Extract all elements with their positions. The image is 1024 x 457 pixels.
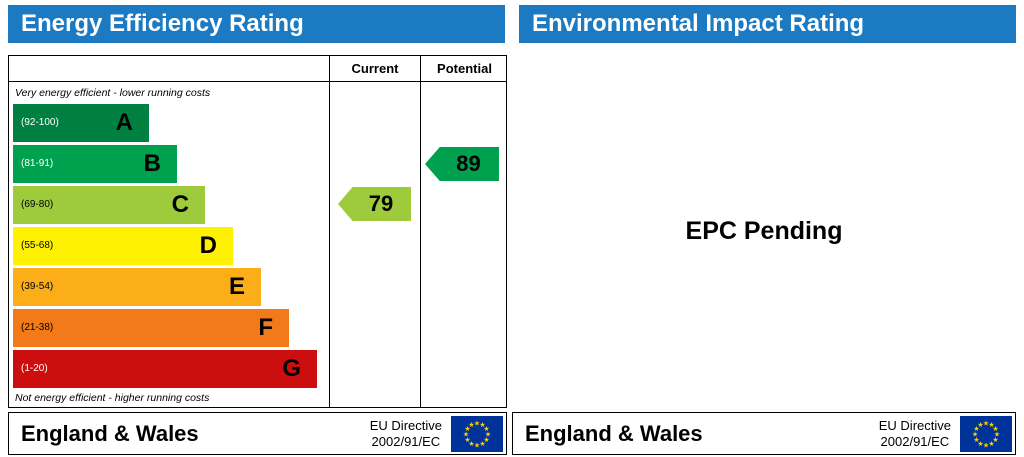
band-a: (92-100) A	[13, 104, 149, 142]
svg-text:★: ★	[977, 440, 983, 448]
svg-text:★: ★	[474, 420, 480, 428]
potential-column-divider	[420, 56, 421, 407]
current-rating-value: 79	[368, 191, 394, 216]
energy-footer: England & Wales EU Directive 2002/91/EC …	[8, 412, 507, 455]
band-b-letter: B	[143, 150, 161, 177]
svg-text:★: ★	[483, 425, 489, 433]
environmental-impact-body: EPC Pending	[512, 55, 1016, 408]
svg-text:★: ★	[992, 436, 998, 444]
svg-text:★: ★	[972, 431, 978, 439]
band-d-letter: D	[199, 232, 217, 259]
band-e-letter: E	[228, 273, 245, 300]
svg-text:★: ★	[485, 431, 491, 439]
environmental-impact-title: Environmental Impact Rating	[532, 10, 865, 37]
svg-text:★: ★	[479, 440, 485, 448]
band-c-letter: C	[171, 191, 189, 218]
energy-efficiency-header: Energy Efficiency Rating	[8, 5, 505, 43]
band-f-letter: F	[258, 314, 273, 341]
potential-rating-value: 89	[456, 151, 481, 176]
band-b: (81-91) B	[13, 145, 177, 183]
svg-text:★: ★	[468, 421, 474, 429]
band-g-letter: G	[282, 355, 301, 382]
region-label: England & Wales	[525, 420, 703, 446]
eu-directive-label: EU Directive 2002/91/EC	[878, 417, 951, 449]
band-a-letter: A	[115, 109, 133, 136]
environmental-footer: England & Wales EU Directive 2002/91/EC …	[512, 412, 1016, 455]
svg-text:★: ★	[988, 440, 994, 448]
eu-flag-icon: ★ ★★ ★★★ ★★★ ★★★	[960, 416, 1012, 452]
band-e-range: (39-54)	[21, 281, 54, 292]
band-c: (69-80) C	[13, 186, 205, 224]
svg-text:★: ★	[973, 425, 979, 433]
band-c-range: (69-80)	[21, 199, 54, 210]
eu-flag-icon: ★ ★★ ★★★ ★★★ ★★★	[451, 416, 503, 452]
svg-text:★: ★	[479, 421, 485, 429]
svg-text:★: ★	[994, 431, 1000, 439]
band-g: (1-20) G	[13, 350, 317, 388]
band-d: (55-68) D	[13, 227, 233, 265]
rating-bands: (92-100) A (81-91) B (69-80) C (55-68) D…	[13, 104, 327, 391]
svg-text:★: ★	[988, 421, 994, 429]
band-f: (21-38) F	[13, 309, 289, 347]
svg-text:★: ★	[983, 420, 989, 428]
band-a-range: (92-100)	[21, 117, 59, 128]
energy-efficiency-title: Energy Efficiency Rating	[21, 10, 304, 37]
energy-efficiency-chart: Current Potential Very energy efficient …	[8, 55, 507, 408]
band-d-range: (55-68)	[21, 240, 54, 251]
current-column-header: Current	[351, 61, 399, 76]
potential-rating-arrow: 89	[425, 147, 499, 181]
svg-text:★: ★	[464, 436, 470, 444]
potential-column-header: Potential	[437, 61, 492, 76]
svg-text:★: ★	[983, 442, 989, 450]
svg-text:★: ★	[468, 440, 474, 448]
svg-text:★: ★	[463, 431, 469, 439]
band-f-range: (21-38)	[21, 322, 54, 333]
eu-directive-label: EU Directive 2002/91/EC	[369, 417, 442, 449]
not-efficient-note: Not energy efficient - higher running co…	[15, 392, 210, 404]
svg-text:★: ★	[992, 425, 998, 433]
band-e: (39-54) E	[13, 268, 261, 306]
svg-text:★: ★	[474, 442, 480, 450]
current-column-divider	[329, 56, 330, 407]
efficient-note: Very energy efficient - lower running co…	[15, 87, 211, 99]
svg-text:★: ★	[977, 421, 983, 429]
svg-text:★: ★	[483, 436, 489, 444]
epc-pending-text: EPC Pending	[685, 217, 843, 245]
band-b-range: (81-91)	[21, 158, 54, 169]
environmental-impact-header: Environmental Impact Rating	[519, 5, 1016, 43]
svg-text:★: ★	[973, 436, 979, 444]
current-rating-arrow: 79	[338, 187, 411, 221]
svg-text:★: ★	[464, 425, 470, 433]
chart-column-headers: Current Potential	[9, 56, 506, 82]
region-label: England & Wales	[21, 420, 199, 446]
band-g-range: (1-20)	[21, 363, 48, 374]
